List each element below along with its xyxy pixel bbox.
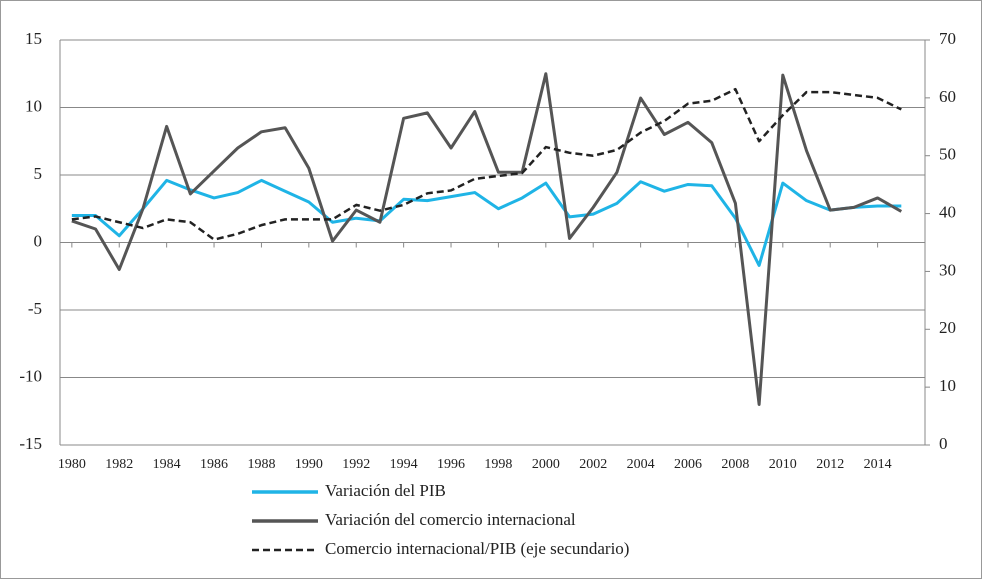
- x-tick-label: 1988: [247, 457, 275, 472]
- x-tick-label: 1982: [105, 457, 133, 472]
- y-tick-label: -15: [19, 434, 42, 453]
- x-tick-label: 1998: [484, 457, 512, 472]
- y-tick-label: 5: [34, 164, 43, 183]
- y2-tick-label: 60: [939, 87, 956, 106]
- series-line: [71, 72, 903, 406]
- x-tick-label: 2002: [579, 457, 607, 472]
- x-tick-label: 1986: [200, 457, 228, 472]
- x-tick-label: 1980: [58, 457, 86, 472]
- legend-label: Variación del PIB: [325, 481, 446, 500]
- y-tick-label: -10: [19, 366, 42, 385]
- y-tick-label: 15: [25, 29, 42, 48]
- x-tick-label: 2012: [816, 457, 844, 472]
- x-tick-label: 1994: [390, 457, 418, 472]
- x-tick-label: 2004: [627, 457, 655, 472]
- x-tick-label: 1992: [342, 457, 370, 472]
- y2-tick-label: 50: [939, 145, 956, 164]
- x-tick-label: 2008: [721, 457, 749, 472]
- legend-label: Variación del comercio internacional: [325, 510, 576, 529]
- legend-label: Comercio internacional/PIB (eje secundar…: [325, 539, 629, 558]
- y-tick-label: 10: [25, 96, 42, 115]
- x-tick-label: 1996: [437, 457, 465, 472]
- x-tick-label: 2010: [769, 457, 797, 472]
- x-tick-label: 2000: [532, 457, 560, 472]
- y-tick-label: 0: [34, 231, 43, 250]
- x-tick-label: 1990: [295, 457, 323, 472]
- y2-tick-label: 0: [939, 434, 948, 453]
- x-tick-label: 2006: [674, 457, 702, 472]
- y2-tick-label: 40: [939, 202, 956, 221]
- y2-tick-label: 20: [939, 318, 956, 337]
- series-line: [71, 178, 902, 267]
- y2-tick-label: 70: [939, 29, 956, 48]
- y2-tick-label: 30: [939, 260, 956, 279]
- y2-tick-label: 10: [939, 376, 956, 395]
- y-tick-label: -5: [28, 299, 42, 318]
- x-tick-label: 1984: [153, 457, 181, 472]
- x-tick-label: 2014: [864, 457, 892, 472]
- series-line: [71, 87, 902, 241]
